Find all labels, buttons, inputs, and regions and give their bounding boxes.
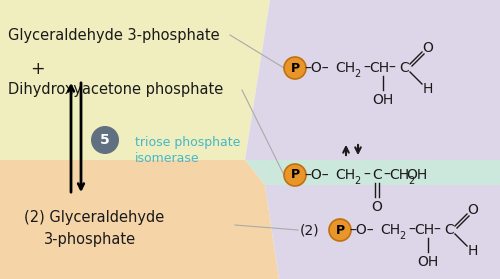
Text: 2: 2 — [408, 176, 414, 186]
Text: P: P — [290, 169, 300, 182]
Text: –: – — [388, 61, 396, 75]
Text: 5: 5 — [100, 133, 110, 147]
Polygon shape — [245, 0, 500, 160]
Text: O: O — [422, 41, 434, 55]
Text: O: O — [468, 203, 478, 217]
Text: –: – — [384, 168, 390, 182]
Text: OH: OH — [406, 168, 428, 182]
Polygon shape — [0, 0, 270, 160]
Circle shape — [329, 219, 351, 241]
Text: 2: 2 — [354, 176, 360, 186]
Polygon shape — [265, 185, 500, 279]
Text: (2): (2) — [300, 223, 320, 237]
Text: –: – — [408, 223, 416, 237]
Text: OH: OH — [418, 255, 438, 269]
Polygon shape — [0, 160, 279, 279]
Text: P: P — [336, 223, 344, 237]
Text: 3-phosphate: 3-phosphate — [44, 232, 136, 247]
Text: H: H — [423, 82, 433, 96]
Circle shape — [284, 164, 306, 186]
Text: Dihydroxyacetone phosphate: Dihydroxyacetone phosphate — [8, 82, 223, 97]
Text: isomerase: isomerase — [135, 152, 200, 165]
Text: CH: CH — [369, 61, 389, 75]
Text: C: C — [372, 168, 382, 182]
Circle shape — [91, 126, 119, 154]
Text: C: C — [444, 223, 454, 237]
Text: O: O — [372, 200, 382, 214]
Text: –O–: –O– — [304, 61, 330, 75]
Text: P: P — [290, 61, 300, 74]
Text: CH: CH — [389, 168, 409, 182]
Circle shape — [284, 57, 306, 79]
Text: –: – — [434, 223, 440, 237]
Text: (2) Glyceraldehyde: (2) Glyceraldehyde — [24, 210, 164, 225]
Text: CH: CH — [414, 223, 434, 237]
Text: OH: OH — [372, 93, 394, 107]
Text: –O–: –O– — [350, 223, 374, 237]
Polygon shape — [245, 160, 500, 185]
Text: triose phosphate: triose phosphate — [135, 136, 240, 149]
Text: –: – — [364, 61, 370, 75]
Text: –: – — [364, 168, 370, 182]
Text: –O–: –O– — [304, 168, 330, 182]
Text: CH: CH — [380, 223, 400, 237]
Text: 2: 2 — [354, 69, 360, 79]
Text: H: H — [468, 244, 478, 258]
Text: +: + — [30, 60, 44, 78]
Text: 2: 2 — [399, 231, 405, 241]
Text: CH: CH — [335, 168, 355, 182]
Text: C: C — [399, 61, 409, 75]
Text: CH: CH — [335, 61, 355, 75]
Text: Glyceraldehyde 3-phosphate: Glyceraldehyde 3-phosphate — [8, 28, 220, 43]
